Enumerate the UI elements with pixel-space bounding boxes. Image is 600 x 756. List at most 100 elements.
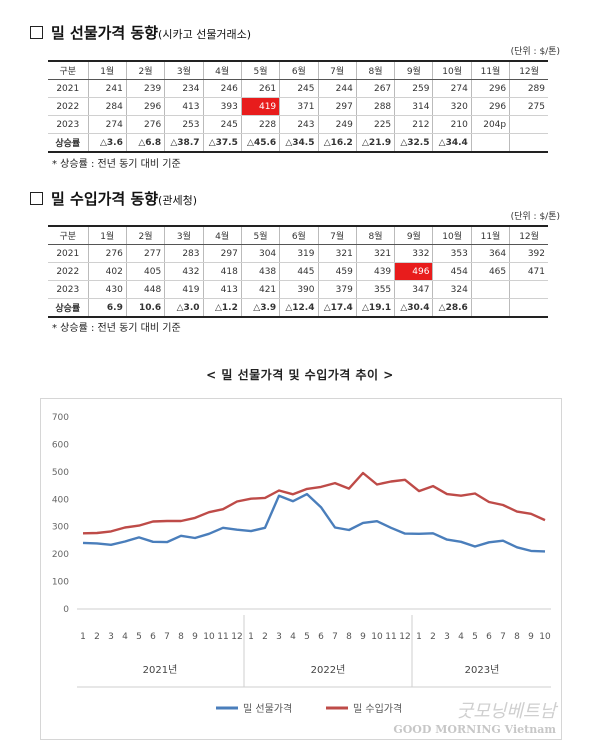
table-cell: 445	[279, 262, 319, 281]
table-cell: 419	[241, 97, 281, 116]
checkbox-square-icon	[30, 26, 43, 39]
x-tick-label: 10	[371, 632, 383, 642]
table-cell: 320	[432, 97, 472, 116]
row-label: 2022	[48, 262, 89, 281]
table-header-cell: 8월	[356, 60, 396, 80]
table-cell: 448	[126, 280, 166, 299]
table-header-cell: 12월	[509, 60, 548, 80]
table-cell: 296	[126, 97, 166, 116]
table-cell: △6.8	[126, 133, 166, 153]
x-tick-label: 1	[248, 632, 254, 642]
table-cell	[471, 298, 511, 318]
x-tick-label: 10	[539, 632, 551, 642]
table-row: 상승률 6.9 10.6 △3.0 △1.2 △3.9 △12.4 △17.4 △19.1 △30…	[48, 298, 548, 318]
table-cell: 297	[203, 244, 242, 263]
table-cell: 355	[356, 280, 396, 299]
table-cell: 419	[164, 280, 204, 299]
table-cell: △45.6	[241, 133, 281, 153]
table-cell: 277	[126, 244, 166, 263]
x-tick-label: 1	[80, 632, 86, 642]
x-tick-label: 7	[500, 632, 506, 642]
table-cell: △12.4	[279, 298, 319, 318]
table-header-cell: 7월	[318, 60, 357, 80]
table-header-row: 구분 1월 2월 3월 4월 5월 6월 7월 8월 9월 10월 11월 12월	[48, 225, 548, 245]
row-label: 2023	[48, 280, 89, 299]
table-cell	[471, 133, 511, 153]
table-cell: 439	[356, 262, 396, 281]
series-line-1	[82, 471, 546, 535]
table-header-cell: 4월	[203, 60, 242, 80]
x-tick-label: 8	[514, 632, 520, 642]
table-cell: △21.9	[356, 133, 396, 153]
table-cell: 471	[509, 262, 548, 281]
table-row: 상승률 △3.6 △6.8 △38.7 △37.5 △45.6 △34.5 △16.2 △21.…	[48, 133, 548, 153]
table-cell: 210	[432, 115, 472, 134]
table-header-cell: 3월	[164, 60, 204, 80]
x-tick-label: 2	[94, 632, 100, 642]
table-cell: 379	[318, 280, 357, 299]
table-cell	[509, 133, 548, 153]
y-tick-label: 500	[52, 468, 69, 478]
chart-title: < 밀 선물가격 및 수입가격 추이 >	[206, 368, 394, 382]
futures-price-table: 구분 1월 2월 3월 4월 5월 6월 7월 8월 9월 10월 11월 12월 2021 241 239 2…	[48, 60, 548, 153]
table-cell: 321	[356, 244, 396, 263]
year-label: 2021년	[143, 664, 178, 676]
table-cell: △34.4	[432, 133, 472, 153]
row-label: 2022	[48, 97, 89, 116]
futures-title-text: 밀 선물가격 동향	[51, 24, 159, 42]
x-tick-label: 2	[262, 632, 268, 642]
table-cell: △30.4	[394, 298, 434, 318]
table-cell: 274	[432, 79, 472, 98]
table-cell: 430	[88, 280, 127, 299]
checkbox-square-icon	[30, 192, 43, 205]
table-row: 2021 241 239 234 246 261 245 244 267 259 274 296 289	[48, 79, 548, 98]
table-cell: △37.5	[203, 133, 242, 153]
year-label: 2023년	[465, 664, 500, 676]
table-header-cell: 11월	[471, 60, 511, 80]
table-cell: 459	[318, 262, 357, 281]
table-cell: 228	[241, 115, 281, 134]
table-row: 2021 276 277 283 297 304 319 321 321 332 353 364 392	[48, 244, 548, 263]
x-tick-label: 5	[472, 632, 478, 642]
table-header-cell: 5월	[241, 60, 281, 80]
x-tick-label: 7	[332, 632, 338, 642]
table-cell: 283	[164, 244, 204, 263]
x-tick-label: 8	[346, 632, 352, 642]
table-header-cell: 8월	[356, 225, 396, 245]
table-cell: △19.1	[356, 298, 396, 318]
table-cell: 392	[509, 244, 548, 263]
import-title-text: 밀 수입가격 동향	[51, 190, 159, 208]
table-header-cell: 2월	[126, 225, 166, 245]
table-header-cell: 9월	[394, 225, 434, 245]
import-unit-label: (단위 : $/톤)	[510, 212, 560, 222]
x-tick-label: 10	[203, 632, 215, 642]
table-cell: 274	[88, 115, 127, 134]
table-cell: △3.6	[88, 133, 127, 153]
table-cell: 454	[432, 262, 472, 281]
y-tick-label: 200	[52, 550, 69, 560]
x-tick-label: 4	[458, 632, 464, 642]
table-cell: 314	[394, 97, 434, 116]
table-cell: 261	[241, 79, 281, 98]
table-cell: 245	[203, 115, 242, 134]
table-header-cell: 1월	[88, 60, 127, 80]
x-tick-label: 7	[164, 632, 170, 642]
table-cell: △1.2	[203, 298, 242, 318]
table-header-cell: 12월	[509, 225, 548, 245]
table-cell: △17.4	[318, 298, 357, 318]
table-header-row: 구분 1월 2월 3월 4월 5월 6월 7월 8월 9월 10월 11월 12월	[48, 60, 548, 80]
x-tick-label: 3	[444, 632, 450, 642]
x-tick-label: 9	[360, 632, 366, 642]
table-cell: △3.0	[164, 298, 204, 318]
table-header-cell: 2월	[126, 60, 166, 80]
table-header-cell: 6월	[279, 60, 319, 80]
table-cell	[509, 280, 548, 299]
table-cell: 438	[241, 262, 281, 281]
table-cell: 321	[318, 244, 357, 263]
table-cell: 234	[164, 79, 204, 98]
table-cell: 347	[394, 280, 434, 299]
row-label: 2021	[48, 79, 89, 98]
table-header-cell: 6월	[279, 225, 319, 245]
futures-subtitle: (시카고 선물거래소)	[158, 28, 252, 41]
table-row: 2022 402 405 432 418 438 445 459 439 496 454 465 471	[48, 262, 548, 281]
